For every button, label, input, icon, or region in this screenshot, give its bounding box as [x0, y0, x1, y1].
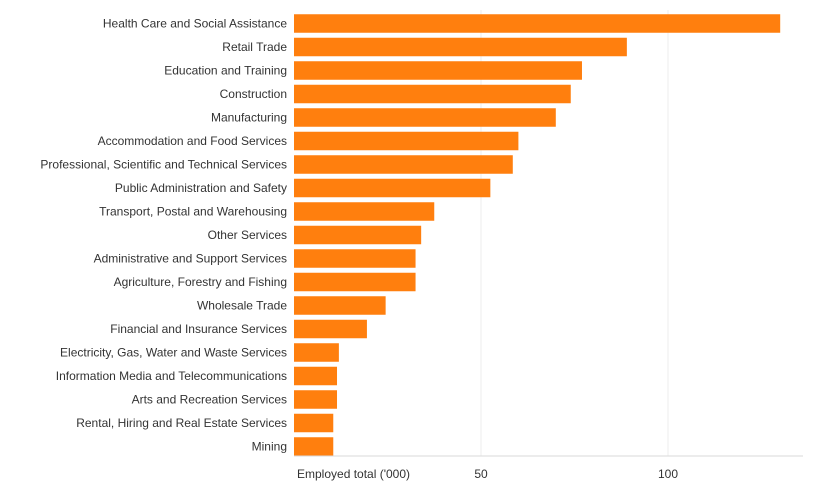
- bar-6: [294, 131, 519, 151]
- category-label-17: Arts and Recreation Services: [132, 393, 287, 407]
- category-label-18: Rental, Hiring and Real Estate Services: [76, 416, 287, 430]
- category-label-19: Mining: [252, 440, 287, 454]
- bar-9: [294, 202, 435, 221]
- category-label-4: Construction: [220, 87, 287, 101]
- bar-15: [294, 343, 339, 362]
- bar-1: [294, 14, 781, 33]
- bar-4: [294, 84, 571, 104]
- bar-7: [294, 155, 513, 174]
- x-tick-label-100: 100: [658, 467, 678, 481]
- category-label-15: Electricity, Gas, Water and Waste Servic…: [60, 346, 287, 360]
- bar-17: [294, 390, 338, 409]
- category-label-13: Wholesale Trade: [197, 299, 287, 313]
- bars: [294, 14, 781, 456]
- category-label-3: Education and Training: [164, 64, 287, 78]
- category-label-14: Financial and Insurance Services: [110, 322, 287, 336]
- bar-12: [294, 272, 416, 292]
- bar-16: [294, 366, 338, 386]
- category-label-11: Administrative and Support Services: [94, 252, 287, 266]
- bar-11: [294, 249, 416, 268]
- bar-18: [294, 413, 334, 433]
- x-axis: Employed total ('000): [294, 455, 803, 481]
- gridlines: [480, 10, 669, 456]
- bar-10: [294, 225, 422, 245]
- category-label-7: Professional, Scientific and Technical S…: [40, 158, 287, 172]
- category-label-2: Retail Trade: [222, 40, 287, 54]
- bar-13: [294, 296, 386, 315]
- category-label-16: Information Media and Telecommunications: [56, 369, 287, 383]
- category-label-1: Health Care and Social Assistance: [103, 17, 287, 31]
- bar-3: [294, 61, 582, 80]
- category-label-5: Manufacturing: [211, 111, 287, 125]
- x-tick-label-50: 50: [474, 467, 488, 481]
- bar-19: [294, 437, 334, 456]
- x-axis-title: Employed total ('000): [297, 467, 410, 481]
- category-label-12: Agriculture, Forestry and Fishing: [114, 275, 287, 289]
- category-label-8: Public Administration and Safety: [115, 181, 287, 195]
- category-label-6: Accommodation and Food Services: [98, 134, 287, 148]
- category-label-10: Other Services: [208, 228, 287, 242]
- category-labels: Health Care and Social Assistance Retail …: [40, 17, 287, 454]
- x-tick-labels: 50 100: [474, 467, 678, 481]
- bar-2: [294, 37, 627, 57]
- bar-8: [294, 178, 491, 198]
- bar-14: [294, 319, 367, 339]
- bar-5: [294, 108, 556, 127]
- category-label-9: Transport, Postal and Warehousing: [99, 205, 287, 219]
